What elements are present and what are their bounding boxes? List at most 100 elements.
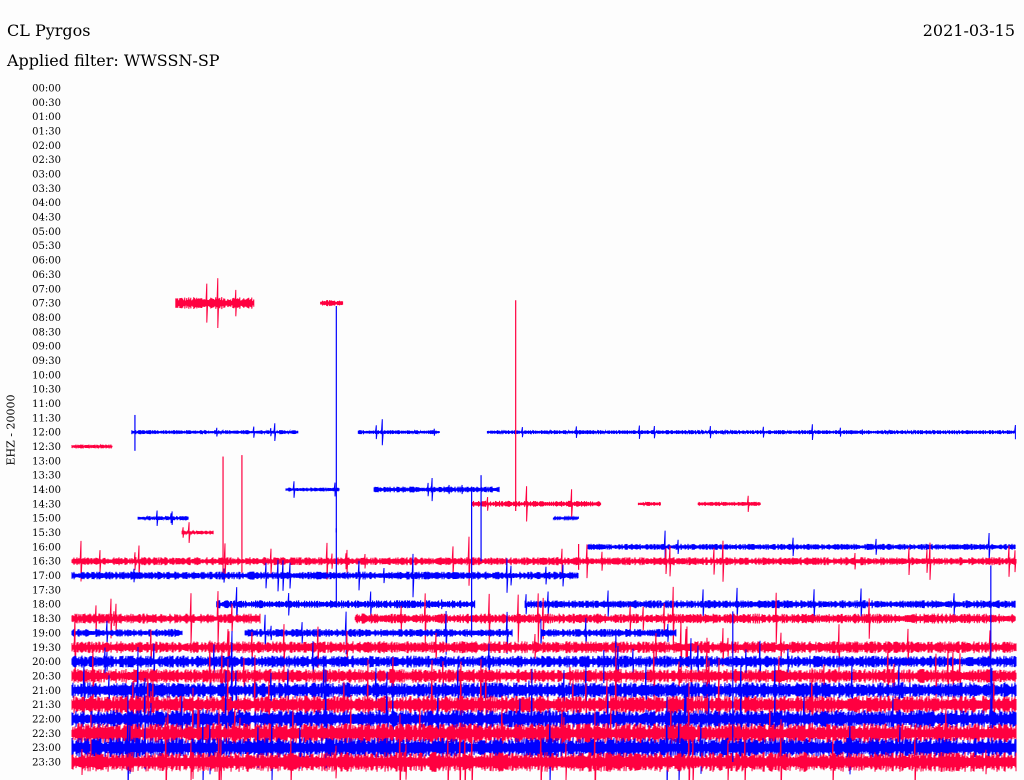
time-tick-label: 01:30 [32, 127, 61, 138]
trace-segment [373, 477, 500, 502]
trace-segment [587, 530, 1016, 564]
trace-row-1700 [71, 553, 579, 598]
time-tick-label: 23:30 [32, 757, 61, 768]
time-tick-label: 10:30 [32, 385, 61, 396]
trace-segment [71, 637, 1017, 715]
trace-segment [244, 610, 513, 655]
trace-segment [71, 536, 1017, 586]
time-tick-label: 22:30 [32, 729, 61, 740]
trace-row-1500 [137, 510, 579, 526]
trace-segment [357, 419, 440, 446]
trace-segment [697, 495, 761, 512]
time-tick-label: 06:30 [32, 270, 61, 281]
trace-segment [137, 510, 189, 526]
time-tick-label: 22:00 [32, 714, 61, 725]
trace-segment [71, 707, 1017, 780]
time-tick-label: 00:30 [32, 98, 61, 109]
trace-row-1200 [131, 419, 1016, 446]
time-tick-label: 05:30 [32, 241, 61, 252]
trace-row-2100 [71, 646, 1017, 734]
trace-segment [552, 515, 579, 522]
time-tick-label: 21:00 [32, 686, 61, 697]
time-tick-label: 08:30 [32, 327, 61, 338]
trace-segment [131, 423, 299, 442]
time-tick-label: 00:00 [32, 84, 61, 95]
trace-segment [71, 682, 1017, 780]
time-tick-label: 13:30 [32, 471, 61, 482]
time-tick-label: 07:30 [32, 299, 61, 310]
trace-segment [637, 501, 661, 507]
time-tick-label: 08:00 [32, 313, 61, 324]
trace-row-2130 [71, 647, 1017, 762]
trace-segment [320, 300, 344, 307]
trace-segment [175, 278, 255, 329]
trace-segment [71, 647, 1017, 762]
time-tick-label: 14:00 [32, 485, 61, 496]
time-tick-label: 11:30 [32, 413, 61, 424]
time-tick-label: 17:30 [32, 585, 61, 596]
trace-row-1430 [471, 486, 761, 522]
trace-row-1630 [71, 536, 1017, 586]
date-label: 2021-03-15 [922, 21, 1015, 40]
time-tick-label: 18:00 [32, 600, 61, 611]
trace-segment [471, 486, 602, 522]
trace-segment [524, 587, 1016, 621]
trace-row-2000 [71, 629, 1017, 694]
trace-row-2330 [71, 707, 1017, 780]
trace-row-0730 [175, 278, 344, 329]
time-tick-label: 04:00 [32, 198, 61, 209]
trace-row-1530 [181, 522, 214, 543]
time-tick-label: 16:00 [32, 542, 61, 553]
trace-segment [71, 443, 113, 450]
trace-row-1800 [216, 587, 1016, 622]
trace-row-1900 [71, 610, 677, 655]
trace-row-2030 [71, 637, 1017, 715]
trace-segment [71, 646, 1017, 734]
trace-segment [181, 522, 214, 543]
trace-row-1830 [71, 586, 1016, 651]
time-tick-label: 17:00 [32, 571, 61, 582]
time-tick-label: 05:00 [32, 227, 61, 238]
trace-row-2230 [71, 682, 1017, 780]
time-tick-label: 04:30 [32, 213, 61, 224]
trace-segment [71, 591, 261, 647]
trace-row-2200 [71, 668, 1017, 770]
time-tick-label: 19:00 [32, 628, 61, 639]
filter-subtitle: Applied filter: WWSSN-SP [7, 51, 220, 70]
trace-segment [71, 668, 1017, 770]
time-tick-label: 06:00 [32, 256, 61, 267]
time-tick-label: 20:00 [32, 657, 61, 668]
trace-segment [540, 617, 677, 649]
time-tick-label: 09:00 [32, 342, 61, 353]
time-tick-label: 15:30 [32, 528, 61, 539]
time-tick-label: 20:30 [32, 671, 61, 682]
trace-row-1600 [587, 530, 1016, 564]
trace-segment [354, 586, 1016, 651]
trace-row-2300 [71, 694, 1017, 780]
time-tick-label: 03:00 [32, 170, 61, 181]
station-title: CL Pyrgos [7, 21, 91, 40]
time-tick-label: 19:30 [32, 643, 61, 654]
trace-segment [216, 587, 476, 622]
time-tick-label: 23:00 [32, 743, 61, 754]
time-tick-label: 14:30 [32, 499, 61, 510]
trace-segment [71, 694, 1017, 780]
time-tick-label: 16:30 [32, 557, 61, 568]
time-tick-label: 21:30 [32, 700, 61, 711]
time-tick-label: 03:30 [32, 184, 61, 195]
time-tick-label: 12:00 [32, 428, 61, 439]
time-tick-label: 07:00 [32, 284, 61, 295]
time-tick-label: 10:00 [32, 370, 61, 381]
trace-row-1400 [285, 477, 500, 502]
time-tick-label: 11:00 [32, 399, 61, 410]
trace-row-1230 [71, 443, 113, 450]
time-tick-label: 15:00 [32, 514, 61, 525]
trace-segment [71, 553, 579, 598]
trace-segment [285, 481, 340, 498]
time-tick-label: 09:30 [32, 356, 61, 367]
trace-segment [71, 629, 1017, 694]
time-tick-label: 02:00 [32, 141, 61, 152]
time-tick-label: 13:00 [32, 456, 61, 467]
